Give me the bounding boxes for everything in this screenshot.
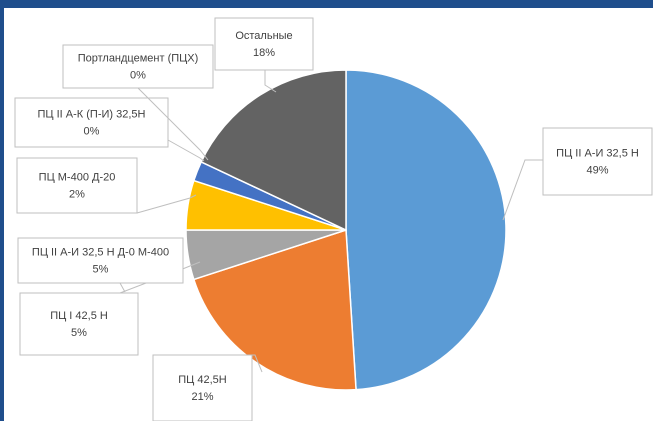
top-bar <box>0 0 653 8</box>
label-value: 0% <box>84 125 100 137</box>
leader-line <box>119 282 126 293</box>
label-box <box>214 17 314 71</box>
data-labels: ПЦ II А-И 32,5 Н 49% ПЦ 42,5Н 21% ПЦ I 42,5 … <box>14 17 653 421</box>
leader-line <box>264 70 277 93</box>
label-value: 5% <box>71 327 87 339</box>
label-name: ПЦ I 42,5 Н <box>50 310 108 322</box>
label-box <box>152 354 253 421</box>
label-box <box>16 157 138 214</box>
leader-line <box>137 87 209 161</box>
label-box <box>17 237 184 284</box>
label-name: ПЦ М-400 Д-20 <box>39 171 116 183</box>
label-name: ПЦ 42,5Н <box>178 374 227 386</box>
label-value: 18% <box>253 47 275 59</box>
label-value: 49% <box>586 164 608 176</box>
label-value: 5% <box>93 263 109 275</box>
label-box <box>62 44 214 89</box>
label-box <box>542 127 653 196</box>
label-name: ПЦ II А-К (П-И) 32,5Н <box>38 108 146 120</box>
label-box <box>14 97 169 148</box>
pie <box>185 69 507 391</box>
left-border <box>0 0 4 421</box>
label-name: Остальные <box>235 30 292 42</box>
label-box <box>19 292 139 356</box>
pie-slice <box>200 69 347 232</box>
leader-line <box>167 139 205 162</box>
label-name: Портландцемент (ПЦХ) <box>78 52 199 64</box>
label-name: ПЦ II А-И 32,5 Н Д-0 М-400 <box>32 246 169 258</box>
label-value: 0% <box>130 69 146 81</box>
pie-slice <box>345 69 507 391</box>
leader-line <box>136 194 197 214</box>
label-value: 21% <box>191 391 213 403</box>
pie-slice <box>192 228 357 391</box>
label-name: ПЦ II А-И 32,5 Н <box>556 147 639 159</box>
leader-line <box>502 159 543 221</box>
label-value: 2% <box>69 188 85 200</box>
